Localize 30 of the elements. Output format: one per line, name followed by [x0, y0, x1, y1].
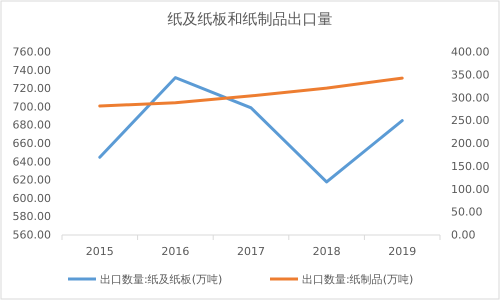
y-tick-label: 760.00	[12, 46, 51, 59]
y-tick-label: 620.00	[12, 174, 51, 187]
y-tick-label: 720.00	[12, 82, 51, 96]
y-tick-label: 580.00	[12, 210, 51, 224]
y2-tick-label: 400.00	[451, 46, 490, 59]
chart-title: 纸及纸板和纸制品出口量	[168, 10, 332, 28]
line-series	[98, 76, 404, 184]
x-tick-label: 2018	[312, 244, 341, 258]
y-tick-label: 560.00	[12, 228, 51, 242]
x-tick-label: 2016	[161, 244, 190, 258]
y-tick-label: 740.00	[12, 64, 51, 77]
y-tick-label: 660.00	[12, 137, 51, 150]
y2-tick-label: 150.00	[451, 160, 490, 173]
y2-tick-label: 300.00	[451, 91, 490, 104]
line-series	[98, 76, 404, 108]
y2-tick-label: 250.00	[451, 114, 490, 128]
x-tick-label: 2017	[237, 244, 265, 258]
y2-tick-label: 0.00	[451, 228, 476, 242]
y2-tick-label: 200.00	[451, 137, 490, 150]
x-tick-label: 2019	[388, 244, 416, 258]
y2-tick-label: 100.00	[451, 182, 490, 196]
y2-tick-label: 50.00	[451, 206, 482, 219]
legend-label: 出口数量:纸及纸板(万吨)	[100, 273, 222, 286]
y-tick-label: 640.00	[12, 155, 51, 168]
y-tick-label: 680.00	[12, 118, 51, 132]
y2-tick-label: 350.00	[451, 68, 490, 82]
y-tick-label: 600.00	[12, 192, 51, 205]
x-tick-label: 2015	[86, 244, 114, 258]
legend-label: 出口数量:纸制品(万吨)	[302, 273, 414, 286]
y-tick-label: 700.00	[12, 100, 51, 114]
